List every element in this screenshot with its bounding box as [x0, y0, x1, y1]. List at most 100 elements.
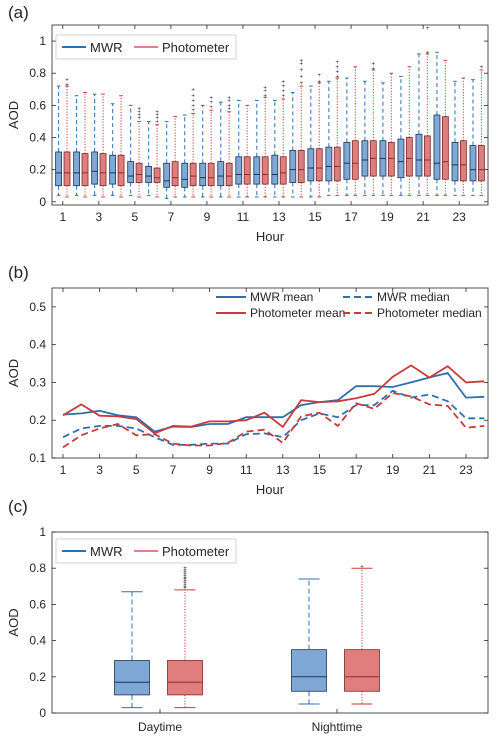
legend-label-mwr-median: MWR median: [377, 290, 450, 304]
mwr-box: [451, 80, 459, 196]
outlier-point: +: [426, 26, 430, 32]
y-tick-label: 0.4: [29, 634, 46, 648]
mwr-box: [109, 103, 117, 196]
legend-label-mwr: MWR: [90, 544, 123, 559]
box-iqr: [167, 660, 203, 696]
outlier-point: +: [336, 70, 340, 76]
outlier-point: +: [281, 94, 285, 100]
x-category-label: Daytime: [138, 720, 182, 734]
outlier-point: +: [336, 60, 340, 66]
outlier-point: +: [360, 564, 364, 570]
x-tick-label: 17: [344, 210, 358, 224]
mwr-box: [235, 100, 243, 198]
x-tick-label: 3: [96, 463, 103, 477]
y-tick-label: 0: [39, 195, 46, 209]
outlier-point: +: [263, 94, 267, 100]
outlier-point: +: [137, 113, 141, 119]
series-line-0: [62, 371, 485, 433]
y-tick-label: 0.5: [29, 300, 46, 314]
x-axis-label: Hour: [256, 229, 285, 244]
box-iqr: [189, 162, 197, 187]
box-iqr: [91, 151, 99, 185]
photometer-box: [167, 589, 203, 709]
box-iqr: [109, 154, 117, 185]
box-iqr: [114, 660, 150, 696]
mwr-box: [253, 100, 261, 198]
mwr-box: [379, 82, 387, 196]
outlier-point: +: [191, 94, 195, 100]
x-tick-label: 3: [95, 210, 102, 224]
mwr-box: [163, 120, 171, 200]
legend-label-photometer: Photometer: [162, 544, 230, 559]
x-tick-label: 17: [349, 463, 363, 477]
box-iqr: [81, 153, 89, 187]
x-tick-label: 11: [240, 463, 253, 477]
outlier-point: +: [281, 89, 285, 95]
box-iqr: [451, 141, 459, 182]
x-tick-label: 7: [170, 463, 177, 477]
outlier-point: +: [183, 570, 187, 576]
outlier-point: +: [183, 582, 187, 588]
box-iqr: [405, 137, 413, 177]
outlier-point: +: [227, 103, 231, 109]
x-tick-label: 5: [133, 463, 140, 477]
outlier-point: +: [137, 110, 141, 116]
box-iqr: [153, 167, 161, 183]
series-line-2: [62, 389, 485, 446]
mwr-box: [55, 85, 63, 196]
box-iqr: [477, 145, 485, 182]
x-tick-label: 19: [386, 463, 400, 477]
outlier-point: +: [209, 100, 213, 106]
outlier-point: +: [317, 79, 321, 85]
outlier-point: +: [65, 78, 69, 84]
y-tick-label: 0.8: [29, 66, 46, 80]
box-iqr: [307, 148, 315, 182]
box-iqr: [415, 133, 423, 177]
photometer-box: [344, 567, 380, 705]
box-iqr: [423, 135, 431, 177]
outlier-point: +: [191, 108, 195, 114]
y-tick-label: 0.1: [29, 451, 46, 465]
x-category-label: Nighttime: [312, 720, 363, 734]
box-iqr: [127, 161, 135, 183]
photometer-box: [369, 69, 377, 196]
x-tick-label: 9: [206, 463, 213, 477]
y-tick-label: 0.2: [29, 670, 46, 684]
mwr-box: [397, 75, 405, 196]
photometer-box: [261, 96, 269, 198]
mwr-box: [217, 101, 225, 198]
x-tick-label: 15: [313, 463, 327, 477]
outlier-point: +: [263, 86, 267, 92]
box-iqr: [135, 162, 143, 183]
outlier-point: +: [137, 116, 141, 122]
y-tick-label: 0.8: [29, 561, 46, 575]
outlier-point: +: [299, 81, 303, 87]
mwr-box: [291, 578, 327, 705]
legend-label-mwr-mean: MWR mean: [250, 290, 313, 304]
mwr-box: [307, 85, 315, 198]
legend-label-photometer-mean: Photometer mean: [250, 306, 345, 320]
outlier-point: +: [480, 65, 484, 71]
x-tick-label: 9: [204, 210, 211, 224]
x-tick-label: 21: [416, 210, 430, 224]
box-iqr: [145, 166, 153, 183]
photometer-box: [441, 59, 449, 196]
mwr-box: [289, 92, 297, 198]
outlier-point: +: [426, 50, 430, 56]
box-iqr: [279, 156, 287, 185]
box-iqr: [235, 156, 243, 185]
box-iqr: [333, 146, 341, 182]
box-iqr: [351, 140, 359, 180]
photometer-box: [117, 95, 125, 198]
box-iqr: [325, 146, 333, 182]
panel-label: (a): [8, 3, 29, 22]
outlier-point: +: [263, 89, 267, 95]
outlier-point: +: [336, 74, 340, 80]
x-tick-label: 1: [60, 463, 67, 477]
x-tick-label: 23: [459, 463, 473, 477]
outlier-point: +: [183, 568, 187, 574]
box-iqr: [207, 162, 215, 187]
y-tick-label: 0.3: [29, 375, 46, 389]
photometer-box: [99, 93, 107, 198]
